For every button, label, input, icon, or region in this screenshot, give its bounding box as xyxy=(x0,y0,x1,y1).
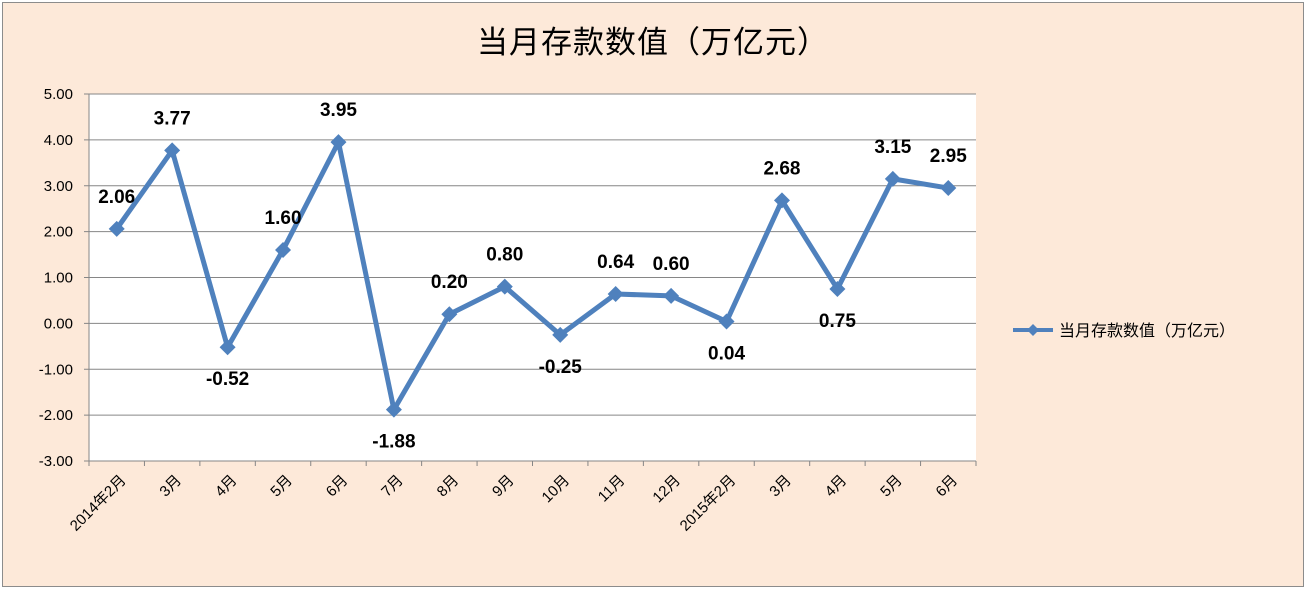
data-point-marker xyxy=(663,287,680,304)
data-point-marker xyxy=(219,339,236,356)
x-tick-label: 3月 xyxy=(156,472,185,501)
y-tick-label: 0.00 xyxy=(44,315,73,332)
data-label: 0.80 xyxy=(486,245,523,266)
y-tick-label: 3.00 xyxy=(44,178,73,195)
data-point-marker xyxy=(108,220,125,237)
data-label: 0.04 xyxy=(708,344,745,365)
legend-label: 当月存款数值（万亿元） xyxy=(1059,322,1235,340)
x-tick-label: 2014年2月 xyxy=(67,472,130,535)
data-label: 2.95 xyxy=(930,146,967,167)
data-label: 0.75 xyxy=(819,311,856,332)
x-tick-label: 5月 xyxy=(267,472,296,501)
data-point-marker xyxy=(552,326,569,343)
data-label: 3.15 xyxy=(874,137,911,158)
data-label: -1.88 xyxy=(372,432,415,453)
data-label: 3.77 xyxy=(154,108,191,129)
x-tick-label: 3月 xyxy=(766,472,795,501)
data-label: 1.60 xyxy=(265,208,302,229)
x-tick-label: 2015年2月 xyxy=(677,472,740,535)
x-tick-label: 11月 xyxy=(595,472,629,506)
data-label: 2.68 xyxy=(763,158,800,179)
data-label: 0.64 xyxy=(597,252,634,273)
x-tick-label: 12月 xyxy=(649,472,683,506)
series-line xyxy=(114,139,949,413)
y-tick-label: -1.00 xyxy=(39,361,73,378)
chart-plot: 5.00 4.00 3.00 2.00 1.00 0.00 -1.00 -2.00 -3.00 2… xyxy=(39,86,1235,535)
data-label: 0.20 xyxy=(431,272,468,293)
legend-marker xyxy=(1027,324,1039,336)
x-tick-label: 4月 xyxy=(212,472,241,501)
x-tick-label: 5月 xyxy=(877,472,906,501)
chart-title: 当月存款数值（万亿元） xyxy=(477,25,829,61)
data-label: -0.25 xyxy=(539,357,583,378)
y-tick-label: 4.00 xyxy=(44,132,73,149)
data-point-marker xyxy=(718,313,735,330)
x-tick-label: 10月 xyxy=(539,472,573,506)
y-tick-label: 1.00 xyxy=(44,270,73,287)
data-point-marker xyxy=(275,241,292,258)
data-point-marker xyxy=(773,192,790,209)
x-tick-label: 4月 xyxy=(822,472,851,501)
x-tick-label: 6月 xyxy=(933,472,962,501)
data-point-marker xyxy=(884,170,901,187)
y-tick-label: -2.00 xyxy=(39,407,73,424)
y-tick-label: 5.00 xyxy=(44,86,73,103)
data-label: -0.52 xyxy=(206,369,249,390)
data-label: 0.60 xyxy=(653,254,690,275)
x-tick-label: 9月 xyxy=(489,472,518,501)
x-tick-label: 7月 xyxy=(378,472,407,501)
data-point-marker xyxy=(607,286,624,303)
data-label: 2.06 xyxy=(98,187,135,208)
data-point-marker xyxy=(829,280,846,297)
data-point-marker xyxy=(940,180,957,197)
data-point-marker xyxy=(441,306,458,323)
data-point-marker xyxy=(496,278,513,295)
data-point-marker xyxy=(330,134,347,151)
y-tick-label: 2.00 xyxy=(44,224,73,241)
data-point-marker xyxy=(385,401,402,418)
data-point-marker xyxy=(164,142,181,159)
y-tick-label: -3.00 xyxy=(39,453,73,470)
data-label: 3.95 xyxy=(320,100,357,121)
x-tick-label: 8月 xyxy=(434,472,463,501)
x-tick-label: 6月 xyxy=(323,472,352,501)
